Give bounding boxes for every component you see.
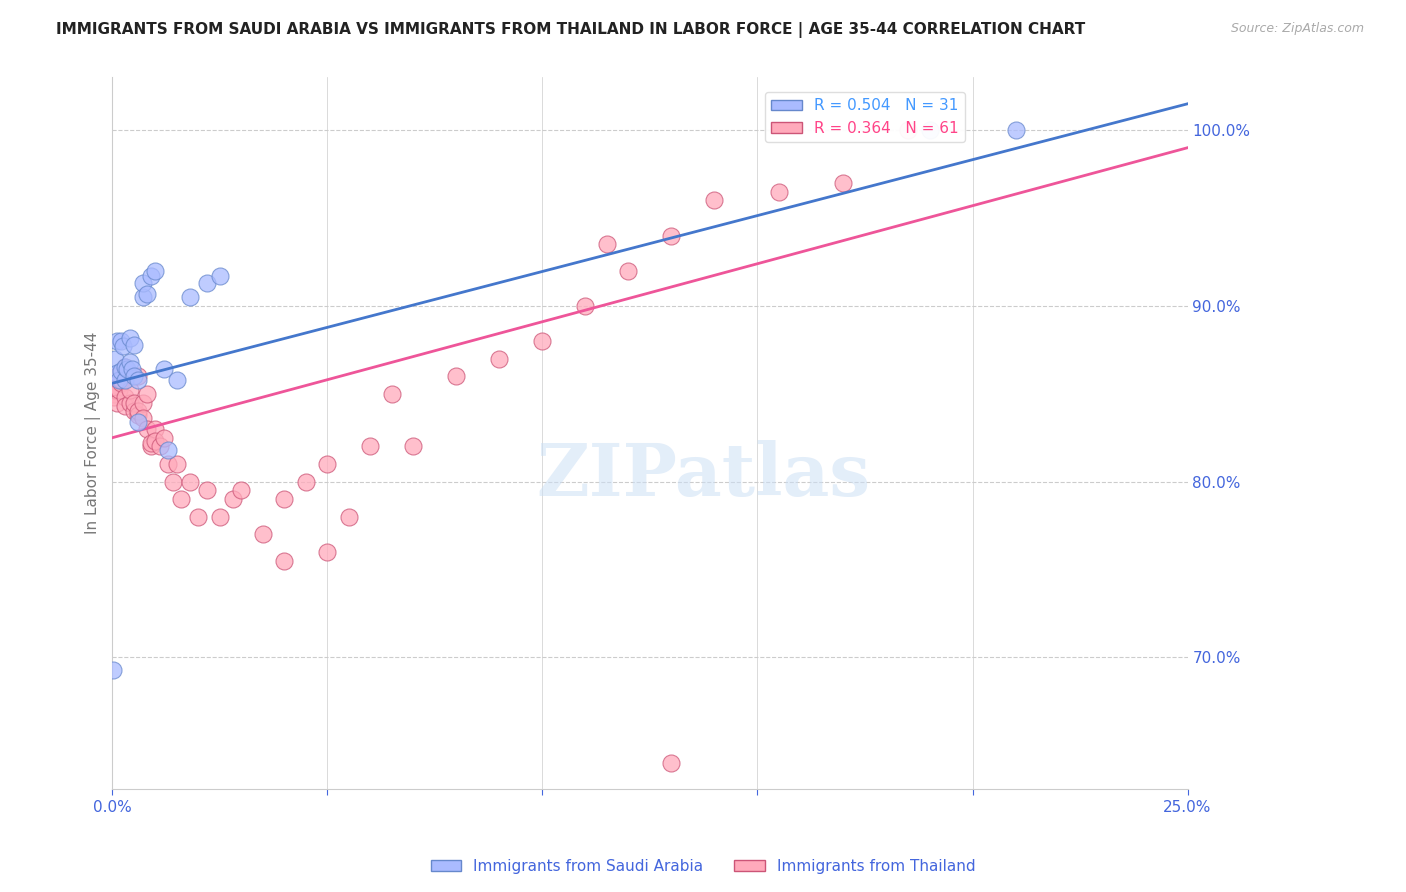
Point [179,290,201,304]
Text: Source: ZipAtlas.com: Source: ZipAtlas.com [1230,22,1364,36]
Point [114,360,136,375]
Point [273,492,295,507]
Point [703,194,725,208]
Point [105,369,128,384]
Point [131,395,153,409]
Point [918,123,941,137]
Point [122,395,145,409]
Point [149,440,172,454]
Point [832,176,855,190]
Point [617,264,640,278]
Text: IMMIGRANTS FROM SAUDI ARABIA VS IMMIGRANTS FROM THAILAND IN LABOR FORCE | AGE 35: IMMIGRANTS FROM SAUDI ARABIA VS IMMIGRAN… [56,22,1085,38]
Point [131,411,153,425]
Point [118,395,141,409]
Point [122,404,145,418]
Point [381,386,404,401]
Point [145,422,167,436]
Legend: Immigrants from Saudi Arabia, Immigrants from Thailand: Immigrants from Saudi Arabia, Immigrants… [425,853,981,880]
Point [105,366,128,380]
Point [139,436,162,450]
Point [127,369,149,384]
Point [118,383,141,397]
Point [661,228,683,243]
Point [127,373,149,387]
Point [139,440,162,454]
Point [488,351,510,366]
Point [359,440,381,454]
Point [103,351,125,366]
Point [187,509,209,524]
Point [1004,123,1026,137]
Point [316,457,339,471]
Point [596,237,619,252]
Point [135,422,157,436]
Point [446,369,468,384]
Point [402,440,425,454]
Point [103,663,125,677]
Text: ZIPatlas: ZIPatlas [537,441,870,511]
Point [162,475,184,489]
Point [153,431,176,445]
Legend: R = 0.504   N = 31, R = 0.364   N = 61: R = 0.504 N = 31, R = 0.364 N = 61 [765,92,965,142]
Point [110,364,132,378]
Point [127,404,149,418]
Point [273,554,295,568]
Point [145,434,167,449]
Point [103,386,125,401]
Point [131,276,153,290]
Point [222,492,245,507]
Point [195,483,218,498]
Point [897,123,920,137]
Point [110,373,132,387]
Point [131,290,153,304]
Point [110,334,132,348]
Point [574,299,596,313]
Point [114,373,136,387]
Point [103,383,125,397]
Point [139,268,162,283]
Point [118,330,141,344]
Point [114,399,136,413]
Point [105,395,128,409]
Point [157,442,180,457]
Point [114,390,136,404]
Point [208,268,231,283]
Point [145,264,167,278]
Point [122,369,145,384]
Point [661,756,683,770]
Point [105,334,128,348]
Point [170,492,193,507]
Point [295,475,318,489]
Point [122,337,145,351]
Point [114,360,136,375]
Point [110,376,132,391]
Point [153,362,176,376]
Point [127,415,149,429]
Point [103,390,125,404]
Point [195,276,218,290]
Point [108,383,131,397]
Point [118,355,141,369]
Y-axis label: In Labor Force | Age 35-44: In Labor Force | Age 35-44 [86,332,101,534]
Point [768,185,790,199]
Point [231,483,253,498]
Point [316,545,339,559]
Point [208,509,231,524]
Point [337,509,360,524]
Point [531,334,554,348]
Point [135,286,157,301]
Point [103,378,125,392]
Point [166,457,188,471]
Point [135,386,157,401]
Point [112,339,135,353]
Point [117,362,139,376]
Point [166,373,188,387]
Point [108,373,131,387]
Point [157,457,180,471]
Point [252,527,274,541]
Point [127,408,149,422]
Point [121,362,143,376]
Point [179,475,201,489]
